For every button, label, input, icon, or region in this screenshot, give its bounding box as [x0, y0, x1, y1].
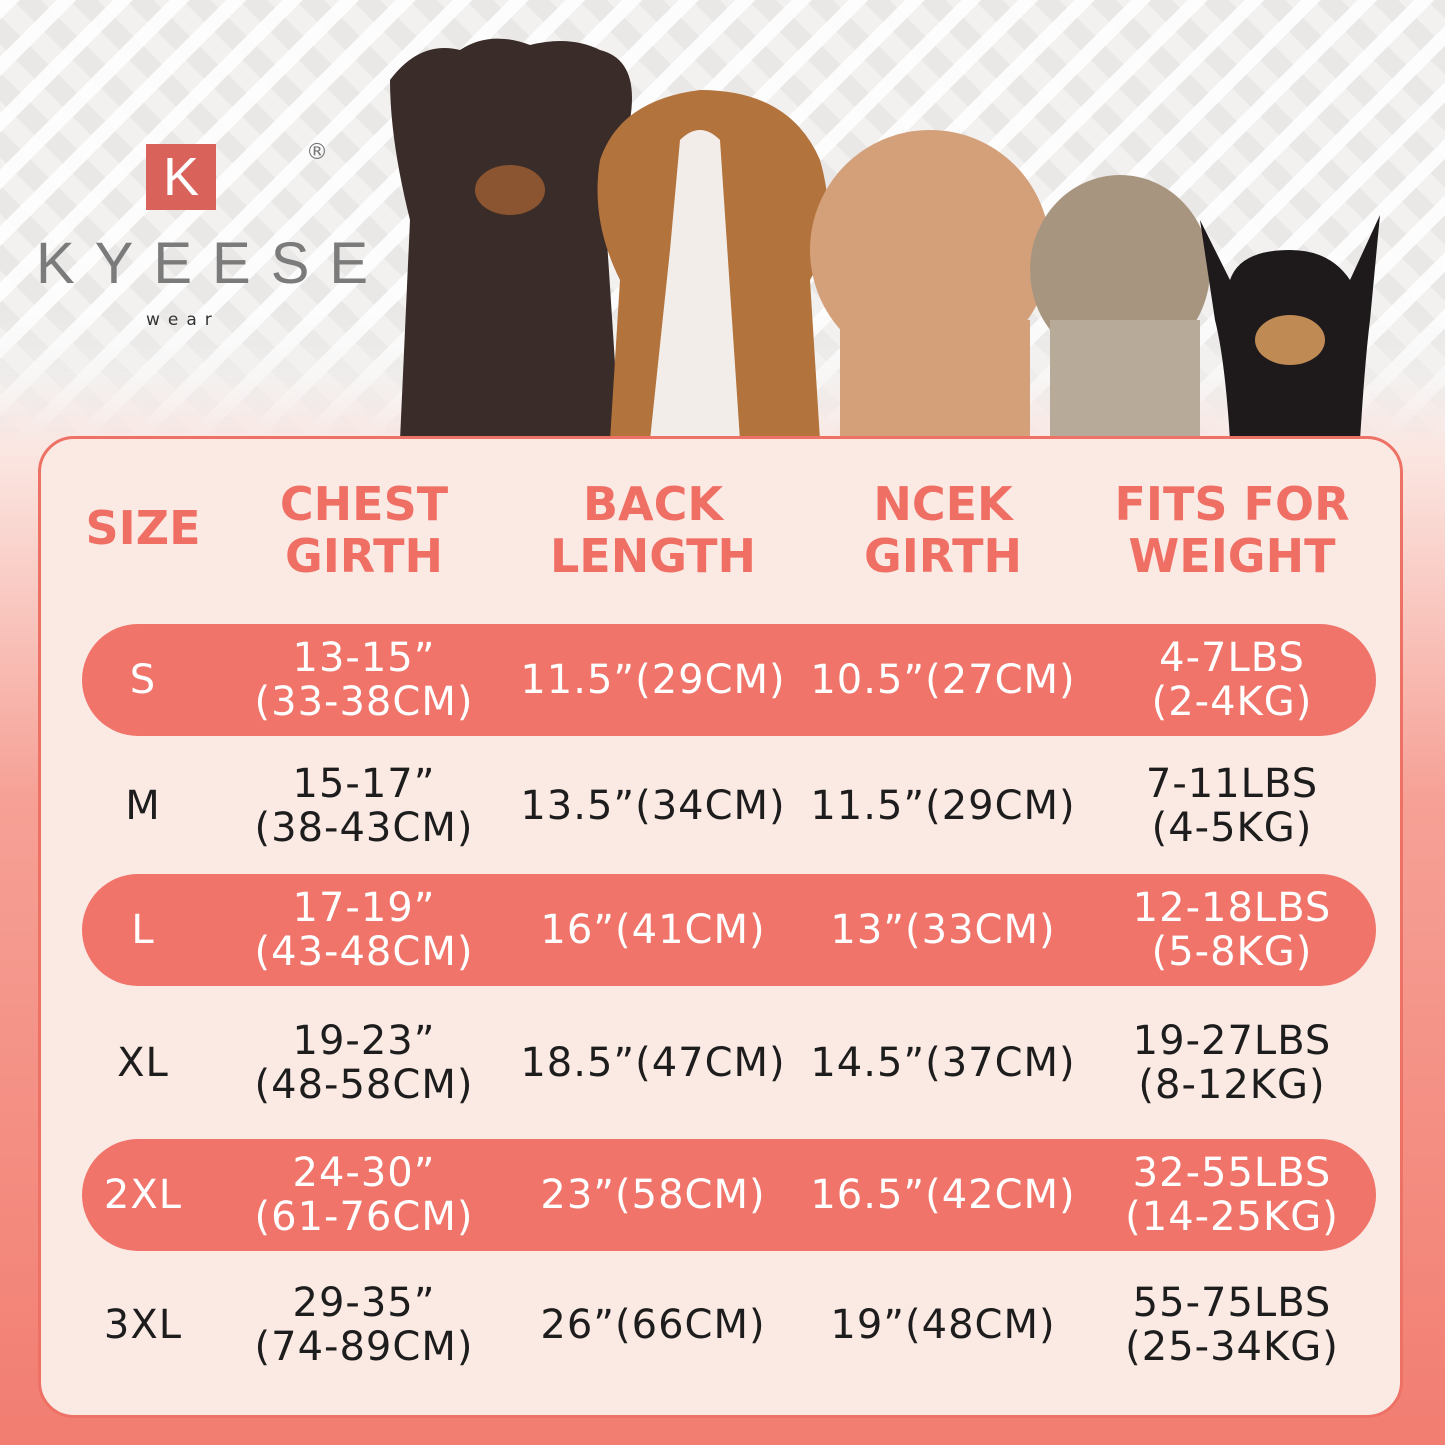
cell-weight: 55-75LBS (25-34KG)	[1082, 1281, 1382, 1369]
cell-neck: 10.5”(27CM)	[810, 657, 1076, 703]
cell-weight: 19-27LBS (8-12KG)	[1082, 1019, 1382, 1107]
header-back-length: BACK LENGTH	[503, 478, 803, 582]
cell-line: (61-76CM)	[254, 1194, 474, 1240]
cell-line: (48-58CM)	[254, 1062, 474, 1108]
header-weight: FITS FOR WEIGHT	[1082, 478, 1382, 582]
cell-chest: 24-30” (61-76CM)	[214, 1151, 514, 1239]
cell-size: S	[129, 657, 157, 703]
header-line: GIRTH	[863, 529, 1023, 583]
header-line: GIRTH	[284, 529, 444, 583]
cell-size: 3XL	[103, 1302, 183, 1348]
cell-line: (74-89CM)	[254, 1324, 474, 1370]
cell-line: (2-4KG)	[1151, 679, 1313, 725]
cell-neck: 14.5”(37CM)	[810, 1040, 1076, 1086]
row-highlight	[82, 624, 1376, 736]
cell-line: (14-25KG)	[1125, 1194, 1339, 1240]
cell-chest: 15-17” (38-43CM)	[214, 762, 514, 850]
cell-line: 17-19”	[292, 885, 436, 931]
brand-name: KYEESE	[36, 231, 389, 296]
chihuahua-image	[1200, 215, 1380, 440]
cell-line: (5-8KG)	[1151, 929, 1313, 975]
header-neck-girth: NCEK GIRTH	[793, 478, 1093, 582]
cell-line: (4-5KG)	[1151, 805, 1313, 851]
cell-line: 13-15”	[292, 635, 436, 681]
header-chest-girth: CHEST GIRTH	[214, 478, 514, 582]
cell-back: 16”(41CM)	[540, 907, 766, 953]
cell-line: 24-30”	[292, 1150, 436, 1196]
cell-neck: 19”(48CM)	[830, 1302, 1056, 1348]
header-size: SIZE	[85, 501, 201, 555]
cell-line: (38-43CM)	[254, 805, 474, 851]
cell-back: 13.5”(34CM)	[520, 783, 786, 829]
cell-back: 18.5”(47CM)	[520, 1040, 786, 1086]
registered-mark: ®	[306, 140, 328, 165]
cell-line: 12-18LBS	[1132, 885, 1332, 931]
cell-chest: 13-15” (33-38CM)	[214, 636, 514, 724]
cell-weight: 7-11LBS (4-5KG)	[1082, 762, 1382, 850]
cell-line: 4-7LBS	[1159, 635, 1305, 681]
cell-line: 32-55LBS	[1132, 1150, 1332, 1196]
cell-size: XL	[117, 1040, 169, 1086]
cell-line: 19-27LBS	[1132, 1018, 1332, 1064]
dogs-photo	[390, 38, 1380, 440]
cell-size: L	[131, 907, 155, 953]
brand-logo: K ® KYEESE wear	[30, 140, 368, 340]
header-line: NCEK	[873, 477, 1013, 531]
cell-line: 19-23”	[292, 1018, 436, 1064]
header-line: LENGTH	[549, 529, 757, 583]
header-line: FITS FOR	[1114, 477, 1350, 531]
cell-weight: 32-55LBS (14-25KG)	[1082, 1151, 1382, 1239]
cell-chest: 29-35” (74-89CM)	[214, 1281, 514, 1369]
cell-line: 7-11LBS	[1145, 761, 1319, 807]
row-highlight	[82, 874, 1376, 986]
cell-neck: 11.5”(29CM)	[810, 783, 1076, 829]
cell-line: 29-35”	[292, 1280, 436, 1326]
cell-neck: 13”(33CM)	[830, 907, 1056, 953]
cell-back: 23”(58CM)	[540, 1172, 766, 1218]
cell-size: 2XL	[103, 1172, 183, 1218]
cell-neck: 16.5”(42CM)	[810, 1172, 1076, 1218]
cell-back: 11.5”(29CM)	[520, 657, 786, 703]
header-line: BACK	[582, 477, 724, 531]
cell-weight: 4-7LBS (2-4KG)	[1082, 636, 1382, 724]
header-line: CHEST	[279, 477, 449, 531]
cell-line: (8-12KG)	[1138, 1062, 1326, 1108]
cell-line: 55-75LBS	[1132, 1280, 1332, 1326]
cell-weight: 12-18LBS (5-8KG)	[1082, 886, 1382, 974]
cell-size: M	[125, 783, 161, 829]
cell-chest: 17-19” (43-48CM)	[214, 886, 514, 974]
logo-mark: K	[146, 144, 216, 210]
cell-chest: 19-23” (48-58CM)	[214, 1019, 514, 1107]
beagle-image	[597, 90, 828, 440]
cell-back: 26”(66CM)	[540, 1302, 766, 1348]
cell-line: 15-17”	[292, 761, 436, 807]
header-line: WEIGHT	[1128, 529, 1336, 583]
poodle-image	[810, 130, 1050, 440]
brand-sub: wear	[146, 310, 220, 330]
doberman-image	[390, 38, 632, 440]
cell-line: (25-34KG)	[1125, 1324, 1339, 1370]
cell-line: (43-48CM)	[254, 929, 474, 975]
row-highlight	[82, 1139, 1376, 1251]
cell-line: (33-38CM)	[254, 679, 474, 725]
terrier-image	[1030, 175, 1210, 440]
